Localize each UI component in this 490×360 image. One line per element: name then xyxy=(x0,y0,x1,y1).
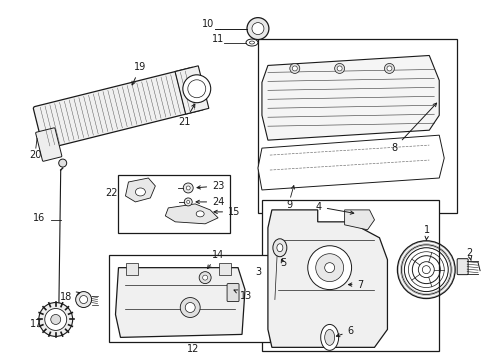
Text: 18: 18 xyxy=(60,292,80,302)
Circle shape xyxy=(252,23,264,35)
Ellipse shape xyxy=(321,324,339,350)
FancyBboxPatch shape xyxy=(36,128,62,161)
Circle shape xyxy=(199,272,211,284)
Circle shape xyxy=(293,66,297,71)
Circle shape xyxy=(59,159,67,167)
Polygon shape xyxy=(116,268,245,337)
Circle shape xyxy=(203,275,208,280)
Text: 2: 2 xyxy=(466,248,472,261)
Bar xyxy=(219,263,231,275)
Ellipse shape xyxy=(135,188,146,196)
Bar xyxy=(119,175,230,233)
Text: 21: 21 xyxy=(178,104,195,127)
Circle shape xyxy=(45,309,67,330)
Bar xyxy=(258,39,457,213)
Text: 11: 11 xyxy=(212,33,224,44)
Text: 4: 4 xyxy=(316,202,354,214)
Circle shape xyxy=(387,66,392,71)
Circle shape xyxy=(316,254,343,282)
Circle shape xyxy=(180,298,200,318)
Circle shape xyxy=(80,296,88,303)
Polygon shape xyxy=(125,178,155,202)
Circle shape xyxy=(187,201,190,203)
Circle shape xyxy=(337,66,342,71)
Text: 16: 16 xyxy=(32,213,45,223)
Text: 17: 17 xyxy=(30,319,43,329)
Text: 6: 6 xyxy=(336,327,354,337)
Circle shape xyxy=(325,263,335,273)
Text: 8: 8 xyxy=(392,103,437,153)
Text: 23: 23 xyxy=(197,181,224,191)
Circle shape xyxy=(185,302,195,312)
Circle shape xyxy=(188,80,206,98)
Circle shape xyxy=(184,198,192,206)
Circle shape xyxy=(183,183,193,193)
Circle shape xyxy=(247,18,269,40)
Circle shape xyxy=(335,63,344,73)
Text: 13: 13 xyxy=(234,290,252,301)
Ellipse shape xyxy=(249,41,254,44)
Text: 14: 14 xyxy=(207,250,224,269)
Circle shape xyxy=(39,302,73,336)
Circle shape xyxy=(75,292,92,307)
Text: 12: 12 xyxy=(187,345,199,354)
Polygon shape xyxy=(262,55,439,140)
Text: 1: 1 xyxy=(424,225,430,240)
Polygon shape xyxy=(344,210,374,230)
Circle shape xyxy=(51,315,61,324)
Circle shape xyxy=(385,63,394,73)
Text: 19: 19 xyxy=(132,62,147,85)
Text: 7: 7 xyxy=(348,280,364,289)
Ellipse shape xyxy=(196,211,204,217)
Ellipse shape xyxy=(246,39,258,46)
Text: 24: 24 xyxy=(196,197,224,207)
Text: 22: 22 xyxy=(105,188,118,198)
Ellipse shape xyxy=(277,244,283,252)
FancyBboxPatch shape xyxy=(33,67,204,149)
Text: 10: 10 xyxy=(202,19,214,28)
Bar xyxy=(126,263,138,275)
Ellipse shape xyxy=(325,329,335,345)
Bar xyxy=(175,66,209,114)
FancyBboxPatch shape xyxy=(227,284,239,302)
Bar xyxy=(262,200,439,351)
Bar xyxy=(108,255,270,342)
Polygon shape xyxy=(165,204,218,224)
Ellipse shape xyxy=(273,239,287,257)
Text: 9: 9 xyxy=(287,200,293,210)
Circle shape xyxy=(308,246,352,289)
Text: 15: 15 xyxy=(214,207,241,217)
Text: 3: 3 xyxy=(256,267,262,276)
Circle shape xyxy=(186,186,190,190)
Circle shape xyxy=(183,75,211,103)
Polygon shape xyxy=(268,210,388,347)
Circle shape xyxy=(290,63,300,73)
Polygon shape xyxy=(258,135,444,190)
Text: 20: 20 xyxy=(29,150,42,160)
FancyBboxPatch shape xyxy=(457,259,468,275)
Text: 5: 5 xyxy=(280,258,286,268)
